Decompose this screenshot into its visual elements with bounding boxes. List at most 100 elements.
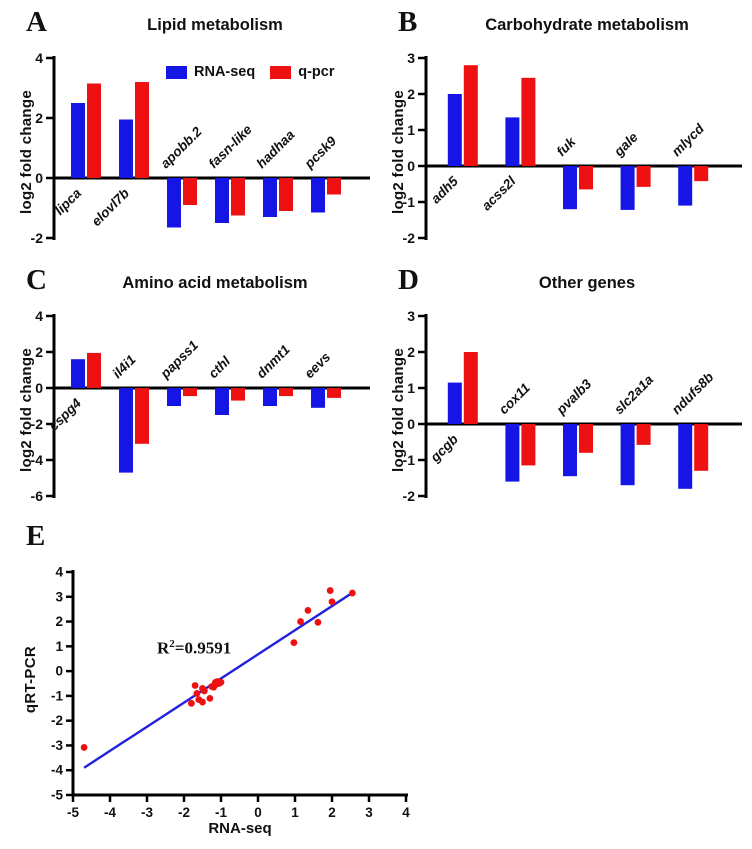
bar-acss2l-RNA-seq	[505, 117, 520, 166]
y-tick-label: 0	[35, 170, 43, 186]
bar-il4i1-q-pcr	[135, 388, 149, 444]
legend-swatch-rnaseq-icon	[166, 65, 187, 79]
panel-d-title: Other genes	[538, 274, 636, 292]
panel-b: 3 2 1 0 -1 -2 adh5 acss2l fuk gale mlycd B Carbohy…	[386, 4, 748, 260]
r-squared-value: =0.9591	[174, 638, 232, 658]
gene-label-gale: gale	[610, 129, 641, 160]
gene-label-mlycd: mlycd	[669, 120, 708, 159]
panel-a-letter: A	[26, 6, 47, 38]
bar-dnmt1-RNA-seq	[263, 388, 277, 406]
panel-e-chart: -5 -4 -3 -2 -1 0 1 2 3 4 4 3 2 1 0 -1 -2 -3 -4 -5	[51, 565, 410, 821]
y-tick-label: -5	[51, 788, 63, 803]
scatter-point	[188, 699, 195, 707]
bar-cthl-q-pcr	[231, 388, 245, 401]
x-tick-label: 1	[291, 805, 299, 820]
bar-apobb.2-RNA-seq	[167, 178, 181, 228]
bar-slc2a1a-RNA-seq	[620, 424, 635, 486]
legend: RNA-seq q-pcr	[166, 64, 334, 80]
panel-c-chart: 4 2 0 -2 -4 -6 cspg4 il4i1 papss1 cthl dnmt1 eevs	[31, 308, 370, 504]
scatter-point	[200, 687, 208, 695]
bar-mlycd-RNA-seq	[678, 166, 693, 206]
bar-ndufs8b-RNA-seq	[678, 424, 693, 489]
panel-a-y-axis-label: log2 fold change	[18, 90, 35, 214]
r-squared-sup: 2	[169, 638, 175, 650]
x-tick-label: 2	[328, 805, 336, 820]
gene-label-cox11: cox11	[496, 380, 533, 417]
gene-label-papss1: papss1	[157, 338, 201, 382]
y-tick-label: 3	[407, 50, 415, 66]
x-tick-label: -5	[67, 805, 79, 820]
r-squared-prefix: R	[157, 638, 170, 658]
gene-label-il4i1: il4i1	[110, 352, 139, 381]
y-tick-label: 0	[407, 158, 415, 174]
y-tick-label: 2	[35, 110, 43, 126]
bar-cspg4-q-pcr	[87, 352, 101, 388]
legend-swatch-qpcr-icon	[270, 65, 292, 79]
bar-slc2a1a-q-pcr	[636, 424, 651, 445]
bar-hadhaa-RNA-seq	[263, 178, 277, 217]
bar-adh5-q-pcr	[463, 65, 478, 166]
panel-c-letter: C	[26, 264, 47, 296]
scatter-point	[304, 607, 312, 614]
legend-item-qpcr: q-pcr	[270, 64, 334, 80]
panel-b-letter: B	[398, 6, 418, 38]
x-tick-label: 3	[365, 805, 373, 820]
panel-c-y-axis-label: log2 fold change	[18, 348, 35, 472]
panel-d-letter: D	[398, 264, 419, 296]
panel-b-chart: 3 2 1 0 -1 -2 adh5 acss2l fuk gale mlycd	[403, 50, 742, 246]
bar-fasn-like-RNA-seq	[215, 178, 229, 223]
y-tick-label: -2	[403, 230, 416, 246]
panel-e: -5 -4 -3 -2 -1 0 1 2 3 4 4 3 2 1 0 -1 -2 -3 -4 -5 E qRT-PCR…	[14, 520, 474, 849]
r-squared-annotation: R2=0.9591	[157, 638, 231, 659]
gene-label-cspg4: cspg4	[46, 395, 85, 434]
panel-c: 4 2 0 -2 -4 -6 cspg4 il4i1 papss1 cthl dnmt1 eevs C…	[14, 262, 376, 518]
scatter-point	[328, 598, 336, 606]
y-tick-label: 3	[407, 308, 415, 324]
scatter-point	[297, 618, 304, 625]
panel-b-y-axis-label: log2 fold change	[390, 90, 407, 214]
bar-hadhaa-q-pcr	[279, 178, 293, 211]
gene-label-eevs: eevs	[302, 349, 334, 381]
panel-d: 3 2 1 0 -1 -2 gcgb cox11 pvalb3 slc2a1a ndufs8b D …	[386, 262, 748, 518]
bar-elovl7b-q-pcr	[135, 82, 149, 178]
gene-label-elovl7b: elovl7b	[89, 186, 133, 230]
panel-d-chart: 3 2 1 0 -1 -2 gcgb cox11 pvalb3 slc2a1a ndufs8b	[403, 308, 742, 504]
gene-label-cthl: cthl	[206, 353, 234, 381]
bar-acss2l-q-pcr	[521, 77, 536, 166]
y-tick-label: 3	[55, 589, 63, 604]
bar-cspg4-RNA-seq	[71, 359, 85, 388]
bar-papss1-RNA-seq	[167, 388, 181, 406]
gene-label-slc2a1a: slc2a1a	[611, 372, 656, 417]
bar-pcsk9-RNA-seq	[311, 178, 325, 213]
bar-elovl7b-RNA-seq	[119, 119, 133, 178]
bar-cox11-RNA-seq	[505, 424, 520, 482]
panel-b-title: Carbohydrate metabolism	[485, 16, 689, 34]
legend-label-qpcr: q-pcr	[298, 64, 335, 80]
gene-label-fuk: fuk	[554, 133, 580, 159]
scatter-point	[326, 587, 334, 594]
y-tick-label: -2	[403, 488, 416, 504]
legend-label-rnaseq: RNA-seq	[194, 64, 256, 80]
y-tick-label: 2	[55, 614, 63, 629]
y-tick-label: 2	[407, 344, 415, 360]
y-tick-label: -6	[31, 488, 44, 504]
bar-apobb.2-q-pcr	[183, 178, 197, 205]
bar-eevs-RNA-seq	[311, 388, 325, 408]
gene-label-apobb.2: apobb.2	[158, 124, 206, 172]
bar-mlycd-q-pcr	[694, 166, 709, 182]
y-tick-label: -3	[51, 738, 63, 753]
y-tick-label: -1	[403, 452, 416, 468]
bar-gcgb-RNA-seq	[447, 382, 462, 424]
scatter-point	[80, 744, 88, 751]
y-tick-label: -2	[31, 230, 44, 246]
bar-gale-RNA-seq	[620, 166, 635, 210]
gene-label-adh5: adh5	[428, 173, 461, 206]
bar-papss1-q-pcr	[183, 388, 197, 397]
panel-d-y-axis-label: log2 fold change	[390, 348, 407, 472]
bar-ndufs8b-q-pcr	[694, 424, 709, 471]
x-tick-label: 4	[402, 805, 410, 820]
gene-label-pcsk9: pcsk9	[301, 133, 340, 172]
gene-label-fasn-like: fasn-like	[206, 121, 256, 171]
x-tick-label: -4	[104, 805, 116, 820]
